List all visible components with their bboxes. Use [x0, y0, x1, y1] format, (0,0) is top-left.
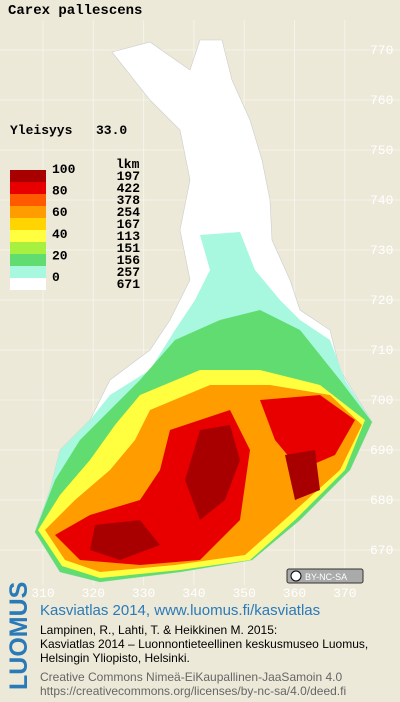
x-tick-label: 330 [132, 586, 155, 601]
legend-count: 671 [117, 277, 141, 292]
legend-count: 151 [117, 241, 141, 256]
x-tick-label: 340 [182, 586, 205, 601]
legend-scale-label: 100 [52, 162, 76, 177]
legend-swatch [10, 170, 46, 182]
legend-swatch [10, 194, 46, 206]
legend-count: 378 [117, 193, 141, 208]
citation-line: Kasviatlas 2014 – Luonnontieteellinen ke… [40, 637, 368, 651]
legend-swatch [10, 266, 46, 278]
species-title: Carex pallescens [8, 3, 142, 19]
legend-count: 257 [117, 265, 140, 280]
frequency-value: 33.0 [96, 123, 127, 138]
y-tick-label: 710 [370, 343, 393, 358]
legend-count: 197 [117, 169, 140, 184]
logo: LUOMUS [5, 582, 33, 690]
legend-swatch [10, 218, 46, 230]
legend-swatch [10, 254, 46, 266]
frequency-label: Yleisyys [10, 123, 73, 138]
patch-darkred-1 [185, 425, 240, 520]
legend-swatch [10, 206, 46, 218]
legend-scale-label: 60 [52, 205, 68, 220]
license-line: Creative Commons Nimeä-EiKaupallinen-Jaa… [40, 670, 342, 684]
citation-line: Helsingin Yliopisto, Helsinki. [40, 651, 190, 665]
legend-swatch [10, 278, 46, 290]
legend-scale-label: 80 [52, 184, 68, 199]
legend-count: 156 [117, 253, 141, 268]
patch-darkred-3 [90, 520, 160, 560]
legend-swatch [10, 182, 46, 194]
badge-box [286, 568, 364, 584]
legend-header: lkm [116, 157, 140, 172]
y-tick-label: 770 [370, 43, 393, 58]
badge-text: BY-NC-SA [305, 572, 347, 582]
y-tick-label: 720 [370, 293, 393, 308]
legend-swatch [10, 230, 46, 242]
cc-icon [290, 570, 302, 582]
legend-scale-label: 40 [52, 227, 68, 242]
legend-swatch [10, 242, 46, 254]
license-badge: BY-NC-SA [286, 568, 364, 584]
x-tick-label: 320 [82, 586, 105, 601]
patch-red-east [260, 395, 355, 470]
legend-count: 422 [117, 181, 141, 196]
y-tick-label: 750 [370, 143, 393, 158]
x-tick-label: 370 [333, 586, 356, 601]
y-tick-label: 760 [370, 93, 393, 108]
license-line: https://creativecommons.org/licenses/by-… [40, 684, 346, 698]
legend-count: 167 [117, 217, 140, 232]
legend-scale-label: 0 [52, 270, 60, 285]
legend-count: 254 [117, 205, 141, 220]
y-tick-label: 670 [370, 543, 393, 558]
x-tick-label: 310 [31, 586, 54, 601]
y-tick-label: 700 [370, 393, 393, 408]
y-tick-label: 690 [370, 443, 393, 458]
y-tick-label: 740 [370, 193, 393, 208]
y-tick-label: 730 [370, 243, 393, 258]
y-tick-label: 680 [370, 493, 393, 508]
legend-scale-label: 20 [52, 248, 68, 263]
legend-count: 113 [117, 229, 141, 244]
citation-line: Lampinen, R., Lahti, T. & Heikkinen M. 2… [40, 623, 277, 637]
footer-heading: Kasviatlas 2014, www.luomus.fi/kasviatla… [40, 602, 320, 619]
x-tick-label: 350 [232, 586, 255, 601]
x-tick-label: 360 [283, 586, 306, 601]
patch-darkred-2 [285, 450, 320, 500]
